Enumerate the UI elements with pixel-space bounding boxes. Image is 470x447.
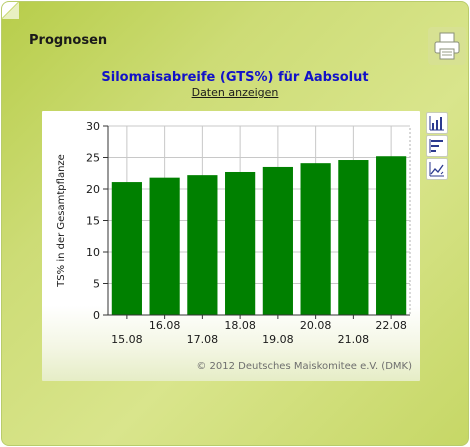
line-chart-button[interactable] — [426, 158, 448, 180]
copyright-text: © 2012 Deutsches Maiskomitee e.V. (DMK) — [196, 361, 412, 372]
y-tick-label: 25 — [86, 152, 100, 165]
y-tick-label: 0 — [93, 309, 100, 322]
bar — [262, 166, 293, 315]
y-tick-label: 15 — [86, 215, 100, 228]
bar — [111, 182, 142, 315]
bar — [187, 175, 218, 315]
bar-chart-button[interactable] — [426, 112, 448, 134]
chart-area: 0 5 10 15 20 25 30 15.08 16.08 17.08 18.08 19.08 20.… — [42, 111, 420, 381]
x-tick-label: 15.08 — [111, 333, 143, 346]
x-tick-label: 22.08 — [375, 319, 407, 332]
bar-chart-icon — [429, 116, 444, 131]
x-tick-label: 21.08 — [338, 333, 370, 346]
bar — [300, 163, 331, 315]
show-data-link[interactable]: Daten anzeigen — [191, 86, 279, 99]
bar — [149, 177, 180, 315]
x-tick-label: 16.08 — [149, 319, 181, 332]
x-tick-label: 19.08 — [262, 333, 294, 346]
y-axis-label: TS% in der Gesamtpflanze — [56, 154, 67, 288]
horizontal-bar-button[interactable] — [426, 135, 448, 157]
x-tick-label: 18.08 — [224, 319, 256, 332]
line-chart-icon — [429, 162, 444, 177]
bar — [338, 160, 369, 315]
bar — [225, 171, 256, 315]
y-tick-label: 5 — [93, 278, 100, 291]
bar-chart: 0 5 10 15 20 25 30 15.08 16.08 17.08 18.08 19.08 20.… — [56, 120, 412, 372]
panel-title: Prognosen — [29, 33, 108, 48]
y-tick-label: 10 — [86, 246, 100, 259]
y-tick-label: 20 — [86, 183, 100, 196]
corner-fold-shade — [2, 2, 19, 19]
horizontal-bar-icon — [429, 139, 443, 153]
bar — [376, 156, 407, 315]
x-tick-label: 20.08 — [300, 319, 332, 332]
printer-icon — [434, 32, 460, 60]
chart-title: Silomaisabreife (GTS%) für Aabsolut — [101, 70, 369, 85]
x-tick-label: 17.08 — [187, 333, 219, 346]
print-button[interactable] — [428, 27, 466, 65]
y-tick-label: 30 — [86, 120, 100, 133]
